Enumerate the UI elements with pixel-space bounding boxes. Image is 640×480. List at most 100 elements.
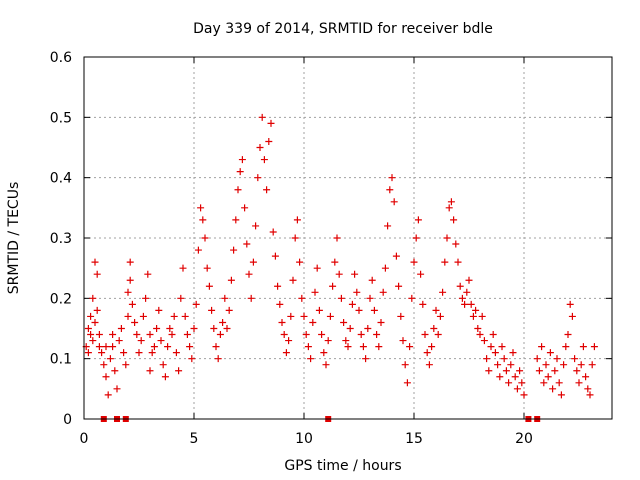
data-point bbox=[518, 379, 526, 387]
data-point bbox=[502, 367, 510, 375]
data-point bbox=[549, 385, 557, 393]
y-tick-label: 0.1 bbox=[50, 352, 72, 368]
data-point bbox=[568, 312, 576, 320]
data-point bbox=[311, 288, 319, 296]
data-point bbox=[124, 312, 132, 320]
data-point bbox=[322, 361, 330, 369]
data-point bbox=[117, 325, 125, 332]
data-point bbox=[227, 276, 235, 284]
data-point bbox=[238, 156, 246, 164]
data-point bbox=[307, 355, 315, 363]
data-point bbox=[384, 222, 392, 230]
data-point bbox=[296, 258, 304, 266]
data-point bbox=[144, 270, 152, 278]
data-point bbox=[93, 270, 101, 278]
data-point bbox=[263, 186, 271, 194]
data-point bbox=[197, 204, 205, 212]
y-axis-label: SRMTID / TECUs bbox=[6, 182, 22, 295]
data-point bbox=[417, 270, 425, 278]
data-point bbox=[190, 325, 198, 332]
data-point bbox=[274, 282, 282, 290]
data-point bbox=[276, 300, 284, 308]
data-point bbox=[421, 331, 429, 339]
data-point bbox=[234, 186, 242, 194]
data-point bbox=[430, 325, 438, 332]
data-point bbox=[289, 276, 297, 284]
data-point bbox=[135, 349, 143, 357]
data-point bbox=[412, 234, 420, 242]
data-point bbox=[230, 246, 238, 254]
data-point bbox=[113, 385, 121, 393]
plot-frame bbox=[83, 56, 613, 420]
data-point bbox=[340, 318, 348, 326]
data-point bbox=[436, 312, 444, 320]
data-point bbox=[120, 349, 128, 357]
data-point bbox=[560, 361, 568, 369]
data-point bbox=[150, 343, 158, 351]
data-point bbox=[291, 234, 299, 242]
data-point bbox=[377, 318, 385, 326]
data-point bbox=[282, 349, 290, 357]
data-point bbox=[111, 367, 119, 375]
x-tick-label: 20 bbox=[515, 431, 533, 447]
data-point bbox=[562, 343, 570, 351]
data-point bbox=[203, 264, 211, 272]
data-point bbox=[98, 349, 106, 357]
data-point bbox=[516, 367, 524, 375]
data-point bbox=[533, 355, 541, 363]
data-point bbox=[223, 325, 231, 332]
data-point bbox=[447, 198, 455, 206]
data-point bbox=[280, 331, 288, 339]
data-point bbox=[208, 306, 216, 314]
data-point bbox=[232, 216, 240, 224]
data-point bbox=[564, 331, 572, 339]
data-point bbox=[104, 391, 112, 399]
data-point bbox=[472, 306, 480, 314]
data-point bbox=[414, 216, 422, 224]
data-point bbox=[406, 343, 414, 351]
data-point bbox=[498, 343, 506, 351]
data-point bbox=[375, 343, 383, 351]
data-point bbox=[505, 379, 513, 387]
data-point bbox=[177, 294, 185, 302]
data-point bbox=[219, 318, 227, 326]
data-point bbox=[395, 282, 403, 290]
data-point bbox=[535, 367, 543, 375]
data-point bbox=[344, 343, 352, 351]
data-point bbox=[133, 331, 141, 339]
data-point bbox=[366, 294, 374, 302]
data-point bbox=[100, 361, 108, 369]
data-point bbox=[476, 331, 484, 339]
data-point bbox=[423, 349, 431, 357]
data-point bbox=[192, 300, 200, 308]
data-point bbox=[225, 306, 233, 314]
data-point bbox=[337, 294, 345, 302]
data-point bbox=[324, 337, 332, 345]
data-point bbox=[590, 343, 598, 351]
data-point bbox=[571, 355, 579, 363]
data-point bbox=[368, 276, 376, 284]
data-point bbox=[89, 294, 97, 302]
data-point bbox=[254, 174, 262, 182]
data-point bbox=[183, 331, 191, 339]
data-point bbox=[392, 252, 400, 260]
data-point bbox=[124, 288, 132, 296]
data-point bbox=[513, 385, 521, 393]
data-point bbox=[443, 234, 451, 242]
y-tick-label: 0 bbox=[63, 412, 72, 428]
data-point bbox=[194, 246, 202, 254]
axis-ticks: 0 0.1 0.2 0.3 0.4 0.5 0.6 0 5 10 15 20 bbox=[50, 50, 612, 447]
data-point bbox=[469, 312, 477, 320]
data-point bbox=[553, 355, 561, 363]
x-axis-label: GPS time / hours bbox=[284, 458, 401, 474]
data-point bbox=[304, 343, 312, 351]
data-point bbox=[247, 294, 255, 302]
data-point bbox=[461, 300, 469, 308]
data-point bbox=[199, 216, 207, 224]
data-point bbox=[381, 264, 389, 272]
data-point bbox=[496, 373, 504, 381]
plot-points bbox=[82, 113, 598, 399]
data-point bbox=[245, 270, 253, 278]
data-point bbox=[509, 349, 517, 357]
